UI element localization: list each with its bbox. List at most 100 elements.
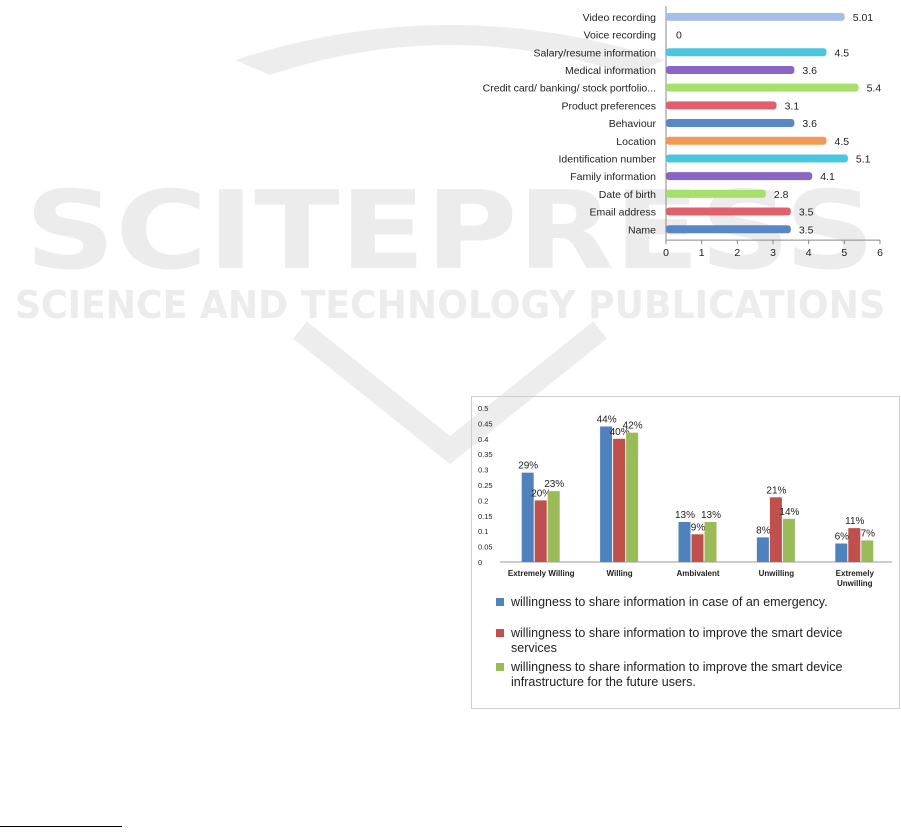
y-tick-label: 0.3	[478, 466, 488, 475]
category-label: Identification number	[559, 153, 657, 165]
data-label: 13%	[701, 510, 721, 521]
bar	[666, 48, 827, 57]
category-label: Medical information	[565, 65, 656, 77]
data-label: 21%	[766, 485, 786, 496]
category-label: Unwilling	[837, 579, 873, 588]
x-tick-label: 2	[734, 247, 740, 259]
data-label: 20%	[531, 488, 551, 499]
y-tick-label: 0.25	[478, 481, 493, 490]
bar	[666, 189, 766, 198]
y-tick-label: 0.4	[478, 435, 488, 444]
bar	[666, 136, 827, 145]
y-tick-label: 0.15	[478, 512, 493, 521]
bar	[547, 491, 560, 562]
x-tick-label: 1	[699, 247, 705, 259]
value-label: 3.5	[799, 224, 814, 236]
category-label: Salary/resume information	[533, 47, 656, 59]
grouped-bar-chart-panel: 0 0.05 0.1 0.15 0.2 0.25 0.3 0.35 0.4 0.45 0.5 29% 2…	[471, 396, 900, 709]
data-label: 11%	[845, 516, 864, 527]
category-label: Behaviour	[609, 118, 657, 130]
legend-label: willingness to share information to impr…	[511, 660, 843, 689]
bar	[769, 497, 782, 562]
category-label: Video recording	[583, 12, 657, 24]
legend-item: willingness to share information to impr…	[496, 626, 891, 656]
bar	[626, 432, 639, 562]
chart-legend: willingness to share information in case…	[496, 595, 891, 694]
category-label: Ambivalent	[676, 569, 719, 578]
bar	[666, 83, 859, 92]
bar	[666, 65, 795, 74]
data-label: 8%	[756, 525, 771, 536]
legend-swatch-blue	[496, 598, 504, 606]
bar	[666, 207, 791, 216]
bar	[521, 472, 534, 562]
bar	[861, 540, 874, 562]
legend-label: willingness to share information to impr…	[511, 626, 843, 655]
value-label: 5.01	[853, 12, 874, 24]
bar	[666, 12, 845, 21]
bar	[704, 521, 717, 562]
horizontal-bar-chart: 0 1 2 3 4 5 6 Video recording 5.01 Voice recordin…	[483, 6, 883, 259]
data-label: 9%	[691, 522, 706, 533]
x-tick-label: 6	[877, 247, 883, 259]
grouped-bar-chart: 0 0.05 0.1 0.15 0.2 0.25 0.3 0.35 0.4 0.45 0.5 29% 2…	[478, 404, 892, 588]
legend-swatch-green	[496, 663, 504, 671]
footnote-rule	[0, 826, 122, 827]
y-tick-label: 0.05	[478, 543, 493, 552]
y-tick-label: 0	[478, 558, 482, 567]
category-label: Extremely Willing	[508, 569, 575, 578]
value-label: 4.5	[835, 136, 850, 148]
bar	[848, 528, 861, 562]
category-label: Email address	[589, 207, 656, 219]
data-label: 6%	[835, 532, 850, 543]
y-tick-label: 0.45	[478, 419, 493, 428]
data-label: 7%	[861, 528, 876, 539]
bar	[600, 426, 613, 562]
category-label: Location	[616, 136, 656, 148]
bar	[534, 500, 547, 562]
bar	[756, 537, 769, 562]
category-label: Willing	[607, 569, 633, 578]
data-label: 14%	[779, 507, 799, 518]
bar	[666, 154, 848, 163]
x-tick-label: 4	[806, 247, 812, 259]
value-label: 4.5	[835, 47, 850, 59]
legend-item: willingness to share information to impr…	[496, 660, 891, 690]
legend-swatch-red	[496, 629, 504, 637]
bar	[613, 438, 626, 562]
value-label: 5.1	[856, 153, 871, 165]
value-label: 3.5	[799, 207, 814, 219]
data-label: 40%	[610, 427, 630, 438]
bar	[691, 534, 704, 562]
y-tick-label: 0.35	[478, 450, 493, 459]
category-label: Date of birth	[599, 189, 656, 201]
data-label: 42%	[623, 421, 643, 432]
data-label: 13%	[675, 510, 695, 521]
value-label: 3.6	[802, 65, 817, 77]
bar	[678, 521, 691, 562]
value-label: 3.6	[802, 118, 817, 130]
bar	[835, 543, 848, 562]
bar	[666, 172, 813, 181]
category-label: Unwilling	[759, 569, 795, 578]
legend-label: willingness to share information in case…	[511, 595, 828, 609]
category-label: Product preferences	[561, 100, 656, 112]
watermark-sub-text: SCIENCE AND TECHNOLOGY PUBLICATIONS	[15, 283, 885, 327]
value-label: 3.1	[785, 100, 800, 112]
x-tick-label: 3	[770, 247, 776, 259]
value-label: 2.8	[774, 189, 789, 201]
value-label: 4.1	[820, 171, 835, 183]
category-label: Name	[628, 224, 656, 236]
category-label: Extremely	[836, 569, 875, 578]
bar	[666, 225, 791, 234]
category-label: Voice recording	[584, 30, 657, 42]
y-tick-label: 0.1	[478, 527, 488, 536]
category-label: Credit card/ banking/ stock portfolio...	[483, 83, 656, 95]
data-label: 29%	[518, 461, 538, 472]
value-label: 5.4	[867, 83, 882, 95]
bar	[782, 518, 795, 562]
data-label: 44%	[597, 414, 617, 425]
legend-item: willingness to share information in case…	[496, 595, 891, 610]
bar	[666, 101, 777, 110]
y-tick-label: 0.2	[478, 496, 488, 505]
